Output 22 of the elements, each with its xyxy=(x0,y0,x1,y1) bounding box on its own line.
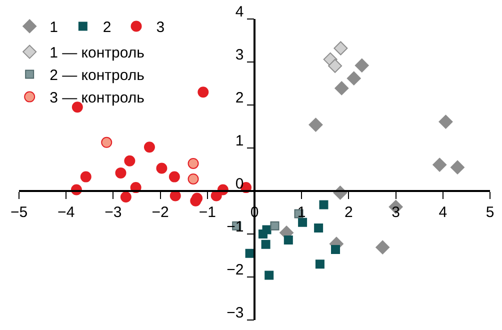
x-tick-label: −4 xyxy=(58,204,75,221)
x-tick-label: 3 xyxy=(392,204,400,221)
y-tick-label: 2 xyxy=(235,89,244,106)
x-tick-label: −5 xyxy=(10,204,28,221)
legend-label: 2 xyxy=(102,19,112,36)
x-tick-label: 2 xyxy=(344,204,353,221)
legend-label: 3 — контроль xyxy=(50,90,145,107)
y-tick-label: 1 xyxy=(235,132,244,150)
legend-label: 1 xyxy=(50,19,58,36)
x-tick-label: 4 xyxy=(438,204,448,221)
y-tick-label: 4 xyxy=(235,3,244,20)
legend-label: 1 — контроль xyxy=(50,44,145,62)
legend-label: 3 xyxy=(156,19,165,36)
x-tick-label: −1 xyxy=(198,204,216,221)
y-tick-label: 0 xyxy=(235,175,244,192)
y-tick-label: 3 xyxy=(235,46,244,64)
x-tick-label: 5 xyxy=(486,204,494,221)
y-tick-label: −2 xyxy=(226,261,244,278)
legend-label: 2 — контроль xyxy=(50,67,145,84)
y-tick-label: −3 xyxy=(226,304,244,322)
x-tick-label: −2 xyxy=(152,204,169,221)
x-tick-label: −3 xyxy=(104,204,122,221)
